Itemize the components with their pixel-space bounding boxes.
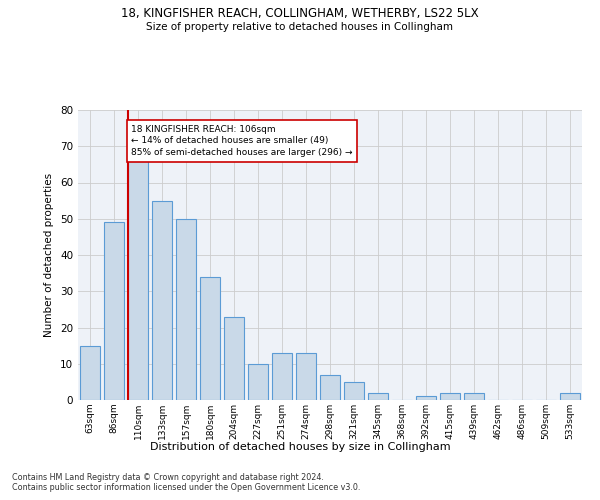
- Bar: [128, 161, 148, 400]
- Bar: [248, 364, 268, 400]
- Bar: [440, 393, 460, 400]
- Bar: [224, 316, 244, 400]
- Bar: [320, 374, 340, 400]
- Bar: [464, 393, 484, 400]
- Bar: [344, 382, 364, 400]
- Bar: [152, 200, 172, 400]
- Bar: [200, 277, 220, 400]
- Bar: [272, 353, 292, 400]
- Text: Contains HM Land Registry data © Crown copyright and database right 2024.: Contains HM Land Registry data © Crown c…: [12, 472, 324, 482]
- Bar: [560, 393, 580, 400]
- Text: Size of property relative to detached houses in Collingham: Size of property relative to detached ho…: [146, 22, 454, 32]
- Text: 18, KINGFISHER REACH, COLLINGHAM, WETHERBY, LS22 5LX: 18, KINGFISHER REACH, COLLINGHAM, WETHER…: [121, 8, 479, 20]
- Bar: [368, 393, 388, 400]
- Bar: [416, 396, 436, 400]
- Bar: [176, 219, 196, 400]
- Bar: [104, 222, 124, 400]
- Text: Distribution of detached houses by size in Collingham: Distribution of detached houses by size …: [149, 442, 451, 452]
- Bar: [296, 353, 316, 400]
- Y-axis label: Number of detached properties: Number of detached properties: [44, 173, 55, 337]
- Text: Contains public sector information licensed under the Open Government Licence v3: Contains public sector information licen…: [12, 482, 361, 492]
- Text: 18 KINGFISHER REACH: 106sqm
← 14% of detached houses are smaller (49)
85% of sem: 18 KINGFISHER REACH: 106sqm ← 14% of det…: [131, 124, 353, 157]
- Bar: [80, 346, 100, 400]
